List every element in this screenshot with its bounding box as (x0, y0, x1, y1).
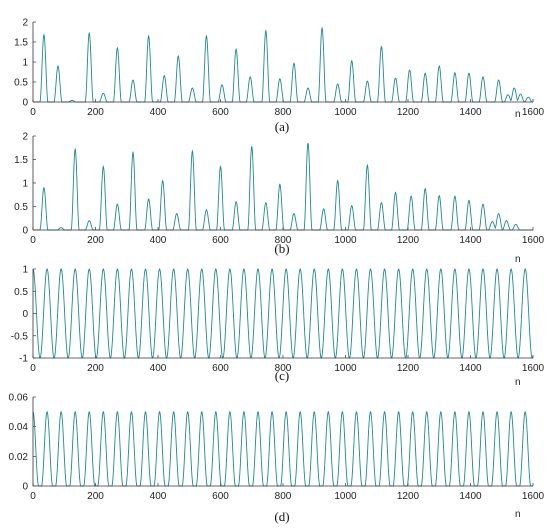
axes (32, 136, 533, 231)
axes (32, 269, 533, 359)
chart-panel-b: 00.511.52 0 200 400 600 800 1000 1200 1400 1600 … (14, 132, 544, 266)
y-tick-label: 1.5 (14, 155, 28, 166)
chart-panel-d: 0 0.02 0.04 0.06 0 200 400 600 800 1000 1200 1400 1… (9, 393, 545, 525)
y-tick-label: -0.5 (11, 331, 29, 342)
x-tick-label: 800 (275, 363, 292, 374)
y-tick-label: 0.04 (9, 422, 29, 433)
x-tick-label: 1200 (397, 235, 420, 246)
x-tick-label: 1600 (522, 491, 545, 502)
x-tick-label: 1200 (397, 491, 420, 502)
x-tick-label: 1000 (334, 235, 357, 246)
y-tick-label: 0 (22, 309, 28, 320)
y-tick-label: 2 (22, 132, 28, 143)
x-tick-label: 200 (87, 235, 104, 246)
x-tick-labels: 0 200 400 600 800 1000 1200 1400 1600 (30, 483, 545, 502)
x-tick-label: 0 (30, 107, 36, 118)
x-axis-label: n (515, 509, 521, 520)
x-tick-label: 600 (212, 107, 229, 118)
x-tick-labels: 0 200 400 600 800 1000 1200 1400 1600 (30, 355, 545, 374)
y-tick-label: 1 (22, 58, 28, 69)
x-tick-label: 1600 (522, 363, 545, 374)
y-tick-label: 0.06 (9, 393, 29, 404)
y-tick-labels: 0 0.02 0.04 0.06 (9, 393, 36, 493)
y-tick-label: 0.5 (14, 287, 28, 298)
panel-caption: (c) (275, 368, 289, 383)
signal-line (32, 268, 534, 359)
x-tick-labels: 0 200 400 600 800 1000 1200 1400 1600 (30, 227, 545, 246)
x-tick-label: 800 (275, 235, 292, 246)
x-tick-label: 1600 (522, 107, 545, 118)
x-tick-label: 1200 (397, 363, 420, 374)
x-tick-label: 1400 (459, 491, 482, 502)
signal-line (33, 26, 533, 103)
x-tick-label: 1400 (459, 235, 482, 246)
x-tick-label: 200 (87, 107, 104, 118)
x-tick-label: 1200 (397, 107, 420, 118)
x-tick-label: 400 (150, 363, 167, 374)
y-tick-label: -1 (19, 354, 28, 365)
x-axis-label: n (515, 377, 521, 388)
x-tick-label: 1400 (459, 107, 482, 118)
x-tick-label: 600 (212, 363, 229, 374)
y-tick-label: 1 (22, 265, 28, 276)
panel-caption: (a) (275, 119, 289, 134)
axes (32, 397, 533, 487)
panel-caption: (d) (274, 509, 289, 524)
chart-panel-c: -1 -0.5 0 0.5 1 0 200 400 600 800 1000 1200 1400 160… (11, 265, 545, 389)
x-axis-label: n (515, 109, 521, 120)
x-tick-label: 1600 (522, 235, 545, 246)
signal-line (32, 410, 533, 487)
x-tick-label: 200 (87, 363, 104, 374)
x-tick-label: 800 (275, 491, 292, 502)
axes (32, 22, 533, 103)
x-tick-label: 1000 (334, 363, 357, 374)
x-tick-label: 600 (212, 491, 229, 502)
y-tick-label: 1.5 (14, 38, 28, 49)
x-tick-label: 1000 (334, 107, 357, 118)
x-tick-label: 800 (275, 107, 292, 118)
y-tick-label: 0.5 (14, 202, 28, 213)
x-tick-label: 0 (30, 235, 36, 246)
x-tick-label: 400 (150, 235, 167, 246)
x-tick-label: 200 (87, 491, 104, 502)
x-tick-label: 400 (150, 491, 167, 502)
y-tick-label: 0 (22, 482, 28, 493)
y-tick-label: 0.02 (9, 452, 29, 463)
y-tick-labels: 0 0.5 1 1.5 2 (14, 18, 36, 109)
x-tick-label: 0 (30, 491, 36, 502)
y-tick-label: 2 (22, 18, 28, 29)
x-tick-label: 1400 (459, 363, 482, 374)
signal-line (33, 142, 533, 231)
x-tick-label: 600 (212, 235, 229, 246)
x-tick-label: 400 (150, 107, 167, 118)
y-tick-label: 1 (22, 179, 28, 190)
x-tick-label: 0 (30, 363, 36, 374)
x-tick-label: 1000 (334, 491, 357, 502)
panel-caption: (b) (274, 241, 289, 256)
chart-panel-a: 00.511.52 0 200 400 600 800 1000 1200 1400 1600 … (14, 18, 544, 135)
y-tick-labels: -1 -0.5 0 0.5 1 (11, 265, 36, 365)
y-tick-label: 0.5 (14, 78, 28, 89)
y-tick-label: 0 (22, 226, 28, 237)
y-tick-label: 0 (22, 98, 28, 109)
x-axis-label: n (515, 254, 521, 265)
